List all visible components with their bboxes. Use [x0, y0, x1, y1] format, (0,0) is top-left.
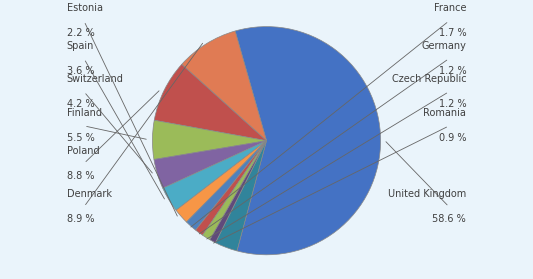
Text: 4.2 %: 4.2 %: [67, 99, 94, 109]
Text: 58.6 %: 58.6 %: [432, 214, 466, 224]
Text: Spain: Spain: [67, 41, 94, 51]
Wedge shape: [196, 141, 266, 235]
Text: 8.9 %: 8.9 %: [67, 214, 94, 224]
Wedge shape: [152, 120, 266, 160]
Wedge shape: [154, 141, 266, 188]
Wedge shape: [203, 141, 266, 240]
Text: 2.2 %: 2.2 %: [67, 28, 94, 38]
Wedge shape: [210, 141, 266, 243]
Text: Germany: Germany: [421, 41, 466, 51]
Wedge shape: [182, 31, 266, 141]
Wedge shape: [154, 64, 266, 141]
Wedge shape: [187, 141, 266, 230]
Text: 3.6 %: 3.6 %: [67, 66, 94, 76]
Wedge shape: [215, 141, 266, 251]
Text: Czech Republic: Czech Republic: [392, 74, 466, 84]
Text: 5.5 %: 5.5 %: [67, 133, 94, 143]
Text: Romania: Romania: [423, 109, 466, 119]
Text: Switzerland: Switzerland: [67, 74, 124, 84]
Wedge shape: [163, 141, 266, 210]
Text: France: France: [434, 3, 466, 13]
Text: 0.9 %: 0.9 %: [439, 133, 466, 143]
Wedge shape: [235, 27, 381, 255]
Text: 1.2 %: 1.2 %: [439, 99, 466, 109]
Wedge shape: [176, 141, 266, 222]
Text: Poland: Poland: [67, 146, 100, 156]
Text: 8.8 %: 8.8 %: [67, 171, 94, 181]
Text: Denmark: Denmark: [67, 189, 112, 199]
Text: Finland: Finland: [67, 109, 102, 119]
Text: 1.7 %: 1.7 %: [439, 28, 466, 38]
Text: 1.2 %: 1.2 %: [439, 66, 466, 76]
Text: Estonia: Estonia: [67, 3, 103, 13]
Text: United Kingdom: United Kingdom: [388, 189, 466, 199]
